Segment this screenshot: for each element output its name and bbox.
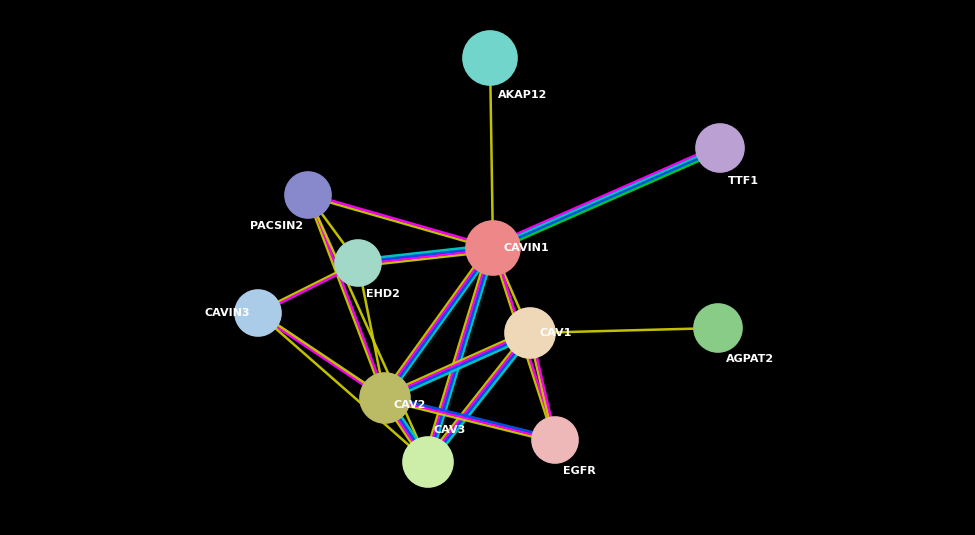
Text: EHD2: EHD2 bbox=[366, 289, 400, 299]
Circle shape bbox=[505, 308, 555, 358]
Circle shape bbox=[360, 373, 410, 423]
Circle shape bbox=[696, 124, 744, 172]
Circle shape bbox=[466, 221, 520, 275]
Text: CAVIN3: CAVIN3 bbox=[205, 308, 250, 318]
Text: AGPAT2: AGPAT2 bbox=[726, 354, 774, 364]
Circle shape bbox=[463, 31, 517, 85]
Circle shape bbox=[285, 172, 331, 218]
Text: AKAP12: AKAP12 bbox=[498, 90, 547, 100]
Text: CAV2: CAV2 bbox=[393, 400, 425, 410]
Text: PACSIN2: PACSIN2 bbox=[250, 221, 303, 231]
Circle shape bbox=[694, 304, 742, 352]
Text: CAV3: CAV3 bbox=[434, 425, 466, 435]
Circle shape bbox=[532, 417, 578, 463]
Circle shape bbox=[403, 437, 453, 487]
Text: CAVIN1: CAVIN1 bbox=[503, 243, 549, 253]
Text: TTF1: TTF1 bbox=[728, 176, 759, 186]
Circle shape bbox=[335, 240, 381, 286]
Text: CAV1: CAV1 bbox=[540, 328, 572, 338]
Text: EGFR: EGFR bbox=[563, 466, 596, 476]
Circle shape bbox=[235, 290, 281, 336]
